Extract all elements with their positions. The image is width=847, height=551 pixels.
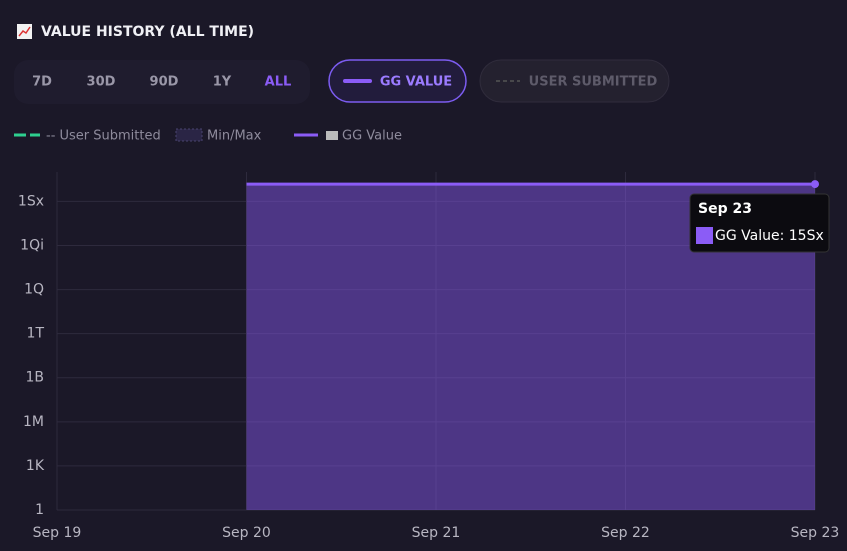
range-button[interactable]: 7D — [32, 75, 52, 90]
legend-swatch-gg-box — [326, 131, 338, 140]
x-tick-label: Sep 21 — [412, 525, 461, 541]
x-tick-label: Sep 19 — [33, 525, 82, 541]
legend-label: -- User Submitted — [46, 129, 161, 144]
y-tick-label: 1B — [25, 370, 44, 386]
title-icon — [17, 24, 32, 39]
hover-point — [811, 180, 819, 189]
legend-label: Min/Max — [207, 129, 262, 144]
y-tick-label: 1Q — [24, 282, 44, 298]
x-tick-label: Sep 22 — [601, 525, 650, 541]
tooltip-swatch — [696, 227, 713, 244]
toggle-label[interactable]: GG VALUE — [380, 75, 452, 90]
y-tick-label: 1Qi — [20, 237, 44, 253]
y-tick-label: 1M — [23, 414, 44, 430]
legend-label: GG Value — [342, 129, 402, 144]
toggle-label[interactable]: USER SUBMITTED — [529, 75, 658, 90]
legend-swatch-minmax — [175, 128, 203, 142]
range-button[interactable]: ALL — [265, 75, 292, 90]
range-button[interactable]: 90D — [150, 75, 179, 90]
toggle-user-bg[interactable] — [479, 59, 670, 103]
y-tick-label: 1Sx — [18, 193, 44, 209]
y-tick-label: 1K — [26, 458, 45, 474]
area — [246, 184, 815, 510]
widget-title: VALUE HISTORY (ALL TIME) — [41, 24, 254, 40]
y-tick-label: 1 — [35, 502, 44, 518]
plot: 1 1K 1M 1B 1T 1Q 1Qi 1Sx Sep 19 Sep 20 Sep 21 Sep 2… — [18, 172, 839, 541]
x-tick-label: Sep 20 — [222, 525, 271, 541]
range-group — [14, 60, 310, 104]
x-tick-label: Sep 23 — [791, 525, 840, 541]
range-button[interactable]: 1Y — [213, 75, 232, 90]
tooltip-box — [689, 193, 830, 253]
y-tick-label: 1T — [27, 326, 45, 342]
tooltip-text: GG Value: 15Sx — [715, 228, 824, 244]
toggle-gg-bg[interactable] — [328, 59, 467, 103]
range-button[interactable]: 30D — [87, 75, 116, 90]
tooltip-title: Sep 23 — [698, 201, 752, 217]
